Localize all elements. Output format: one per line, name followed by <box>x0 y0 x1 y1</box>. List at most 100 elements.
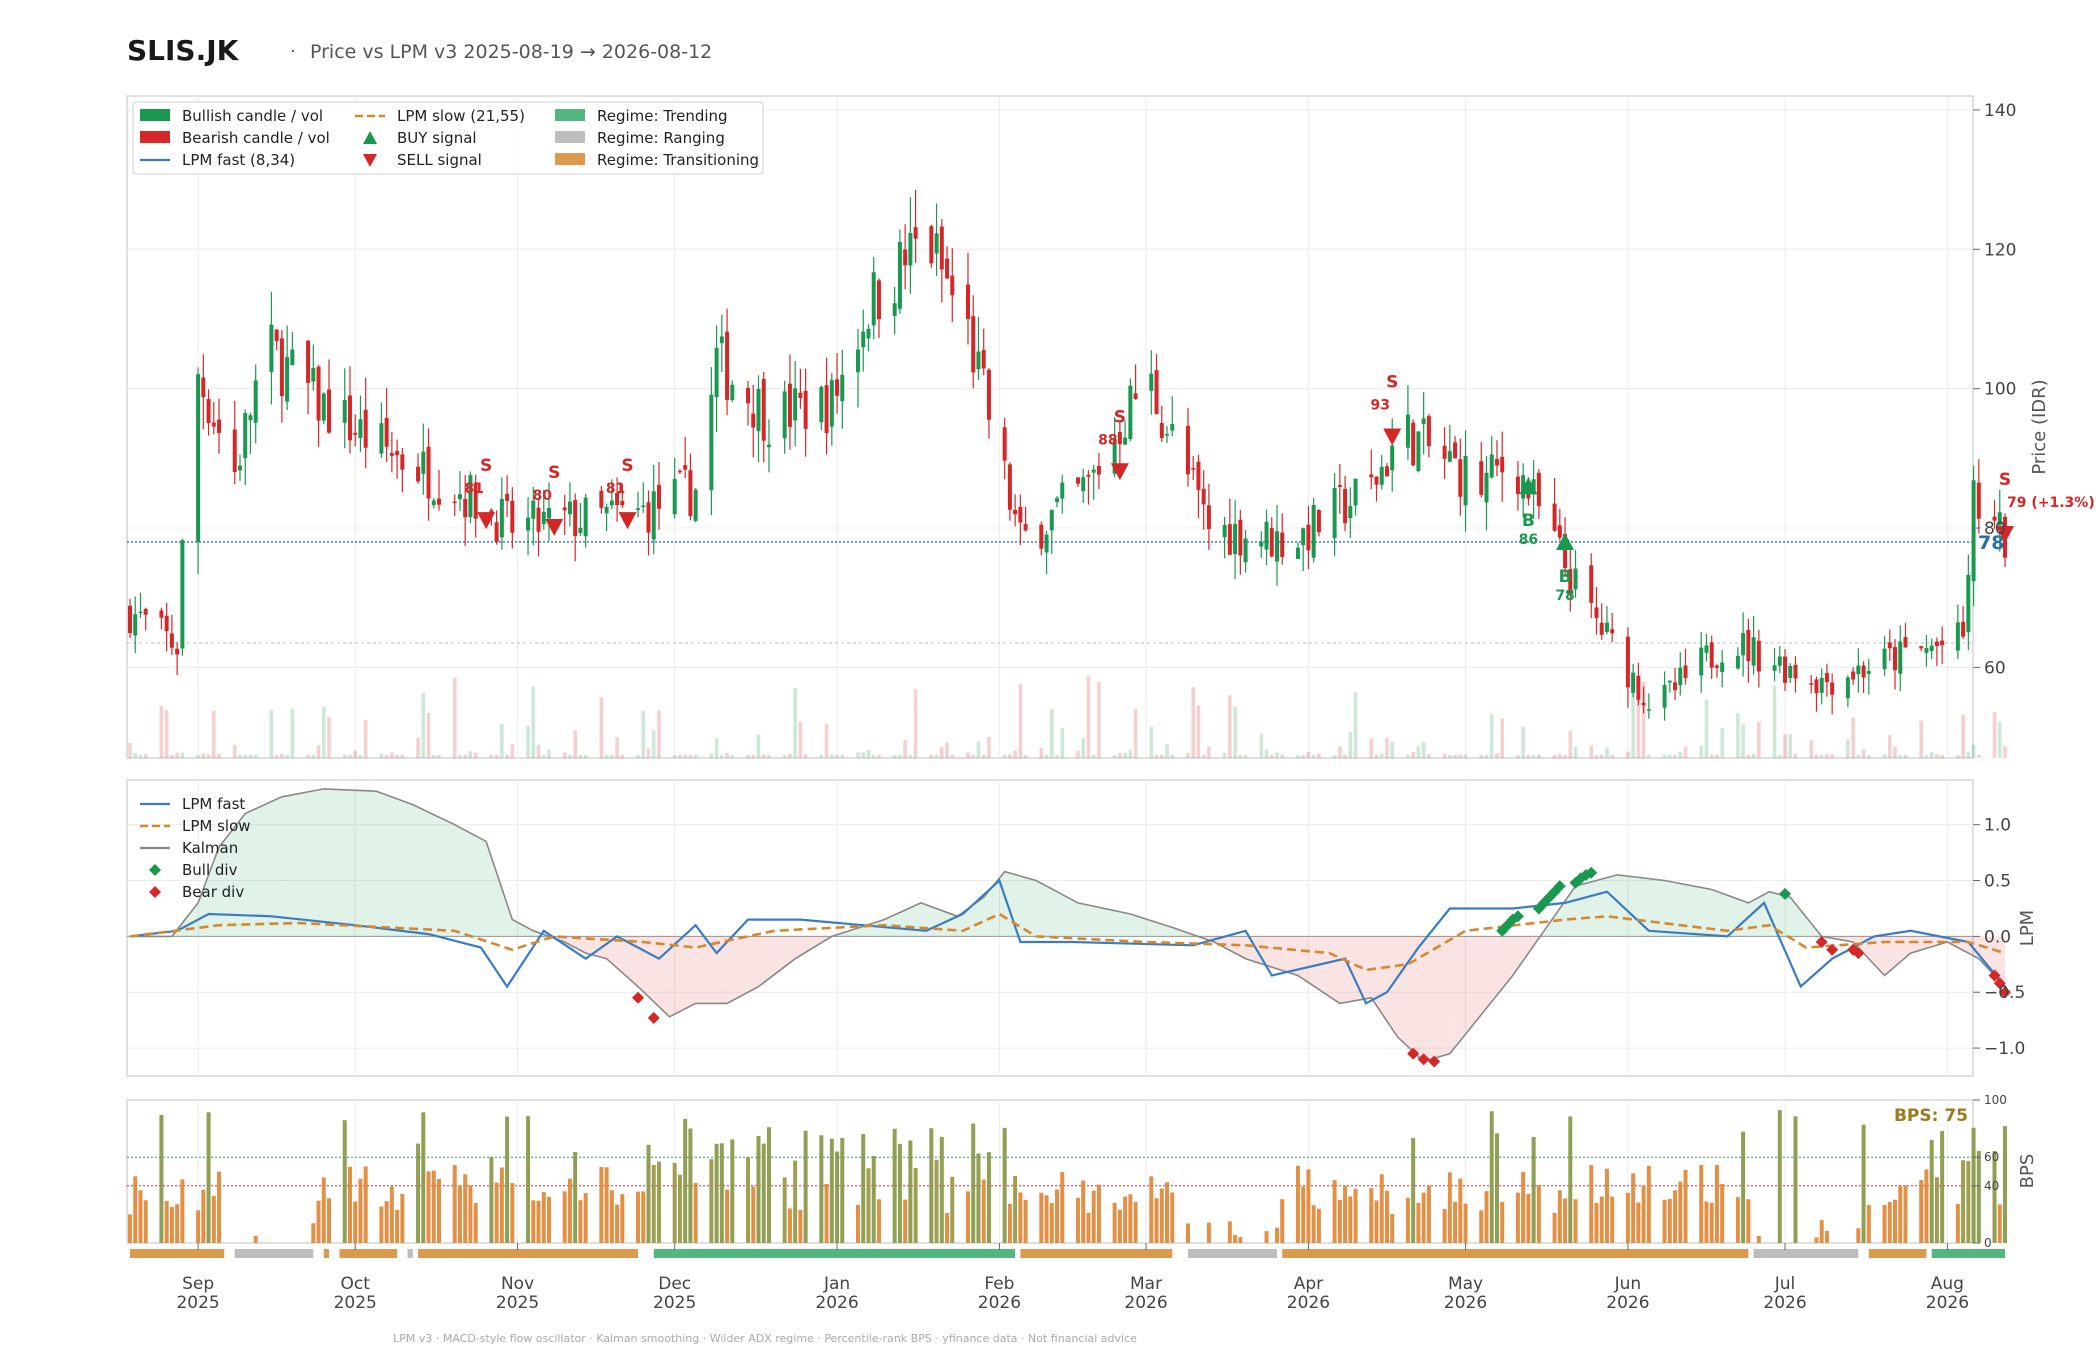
volume-bar <box>207 755 211 758</box>
candle-body <box>280 338 284 396</box>
volume-bar <box>364 720 368 758</box>
candle-body <box>1333 488 1337 538</box>
volume-bar <box>1537 755 1541 758</box>
bps-bar <box>835 1152 839 1243</box>
x-tick-label: Aug <box>1931 1274 1964 1294</box>
volume-bar <box>1369 739 1373 758</box>
bps-bar <box>568 1179 572 1243</box>
bps-bar <box>1275 1228 1279 1243</box>
volume-bar <box>636 755 640 758</box>
volume-bar <box>505 755 509 758</box>
bps-bar <box>1306 1169 1310 1243</box>
volume-bar <box>1930 752 1934 758</box>
bps-bar <box>1610 1197 1614 1243</box>
candle-body <box>1589 565 1593 603</box>
volume-bar <box>1019 684 1023 758</box>
candle-body <box>1626 637 1630 688</box>
volume-bar <box>1956 755 1960 758</box>
candle-body <box>1369 474 1373 477</box>
candle-body <box>322 393 326 420</box>
volume-bar <box>1385 738 1389 758</box>
legend-label: SELL signal <box>397 151 482 169</box>
bps-bar <box>1354 1189 1358 1243</box>
candle-body <box>1301 528 1305 545</box>
volume-bar <box>1668 755 1672 758</box>
regime-segment <box>654 1249 1015 1258</box>
x-tick-label: May <box>1448 1274 1483 1294</box>
bps-bar <box>1280 1199 1284 1243</box>
bps-tick-label: 60 <box>1984 1150 1999 1164</box>
bps-bar <box>1453 1202 1457 1243</box>
volume-bar <box>280 754 284 758</box>
volume-bar <box>1008 754 1012 758</box>
candle-body <box>914 227 918 239</box>
candle-body <box>364 410 368 448</box>
regime-segment <box>1282 1249 1748 1258</box>
volume-bar <box>872 755 876 758</box>
volume-bar <box>133 753 137 758</box>
bps-bar <box>353 1202 357 1243</box>
legend-swatch <box>140 109 170 121</box>
volume-bar <box>1296 755 1300 758</box>
candle-body <box>819 387 823 422</box>
candle-body <box>1757 641 1761 672</box>
volume-bar <box>1558 754 1562 758</box>
candle-body <box>982 350 986 368</box>
volume-bar <box>641 711 645 758</box>
bps-bar <box>1736 1197 1740 1243</box>
candle-body <box>1500 457 1504 472</box>
volume-bar <box>1490 714 1494 758</box>
bps-bar <box>1966 1161 1970 1243</box>
candle-body <box>243 413 247 458</box>
candle-body <box>1458 459 1462 497</box>
volume-bar <box>432 755 436 758</box>
bps-bar <box>489 1157 493 1243</box>
candle-body <box>856 350 860 373</box>
sell-signal-score: 88 <box>1098 432 1117 448</box>
legend-label: Bullish candle / vol <box>182 107 323 125</box>
volume-bar <box>437 755 441 758</box>
bps-bar <box>751 1187 755 1243</box>
volume-bar <box>322 707 326 758</box>
sell-signal-score: 79 (+1.3%) <box>2007 495 2095 511</box>
candle-body <box>1600 623 1604 635</box>
candle-body <box>725 332 729 400</box>
candle-body <box>138 612 142 614</box>
bps-bar <box>1422 1193 1426 1243</box>
regime-segment <box>1020 1249 1172 1258</box>
volume-bar <box>1610 755 1614 758</box>
candle-body <box>432 501 436 506</box>
volume-bar <box>710 754 714 758</box>
candle-body <box>542 512 546 524</box>
volume-bar <box>689 755 693 758</box>
volume-bar <box>1993 712 1997 758</box>
candle-body <box>196 374 200 542</box>
volume-bar <box>950 755 954 758</box>
candle-body <box>835 379 839 395</box>
x-tick-label: Nov <box>501 1274 534 1294</box>
volume-bar <box>1773 685 1777 758</box>
volume-bar <box>458 755 462 758</box>
bps-bar <box>1500 1202 1504 1243</box>
bps-bar <box>1495 1133 1499 1243</box>
bps-bar <box>647 1145 651 1243</box>
bps-bar <box>537 1201 541 1243</box>
bps-bar <box>1045 1195 1049 1243</box>
bps-bar <box>1149 1176 1153 1243</box>
bps-bar <box>1081 1181 1085 1243</box>
bps-bar <box>1558 1190 1562 1243</box>
volume-bar <box>175 753 179 758</box>
candle-body <box>248 415 252 420</box>
volume-bar <box>1464 754 1468 758</box>
candle-body <box>510 501 514 533</box>
candle-body <box>1935 642 1939 647</box>
volume-bar <box>1521 727 1525 758</box>
bps-bar <box>725 1190 729 1243</box>
candle-body <box>893 303 897 316</box>
volume-bar <box>170 755 174 758</box>
bps-bar <box>437 1179 441 1243</box>
volume-bar <box>1076 751 1080 758</box>
bps-bar <box>1605 1169 1609 1243</box>
bps-bar <box>1118 1210 1122 1243</box>
price-tick-label: 60 <box>1984 658 2006 678</box>
